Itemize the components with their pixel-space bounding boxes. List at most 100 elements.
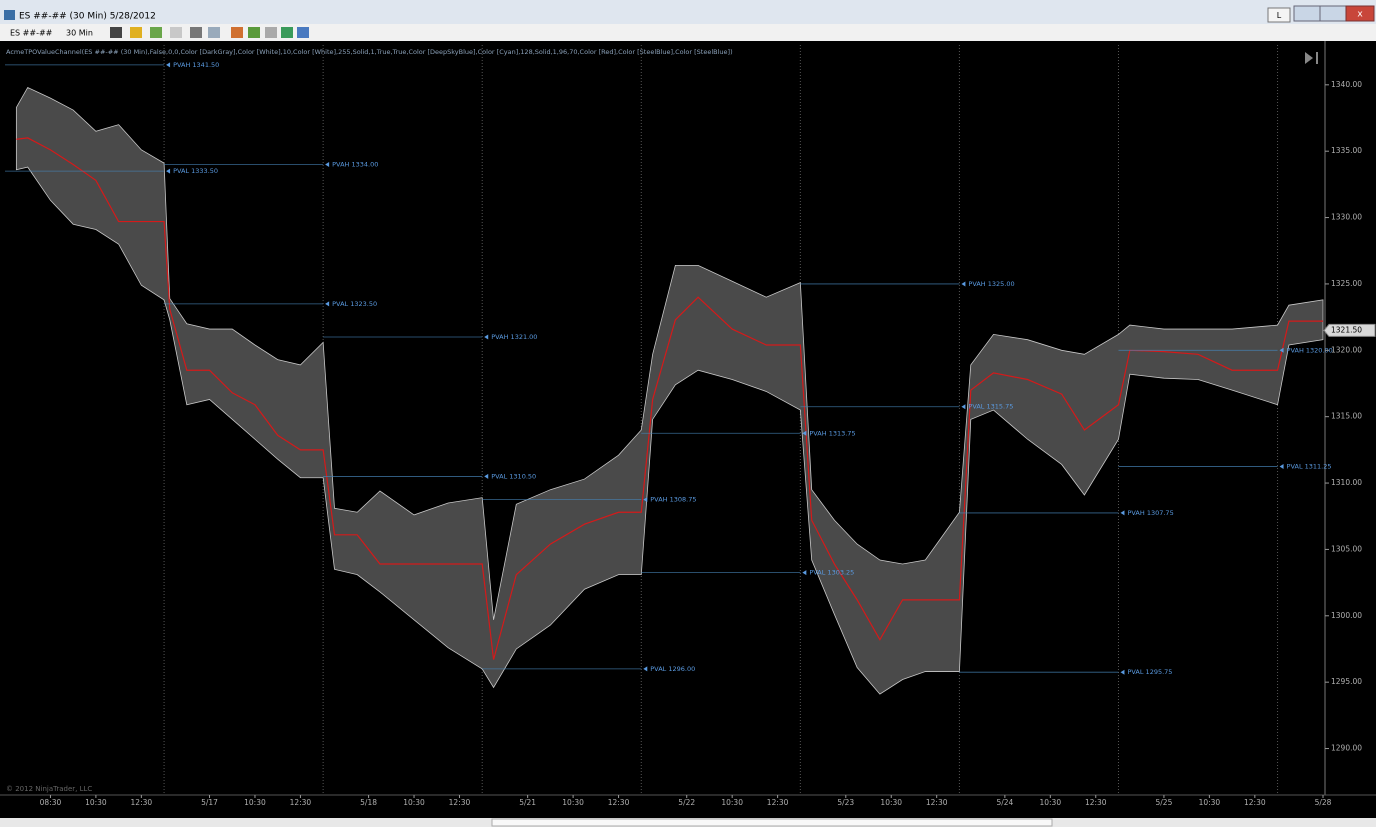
level-label: PVAH 1321.00 — [491, 333, 537, 341]
strategy-icon[interactable] — [170, 27, 182, 38]
last-price-box — [1323, 323, 1376, 337]
level-arrow — [961, 281, 966, 287]
level-label: PVAH 1320.00 — [1287, 346, 1333, 354]
close-icon: x — [1357, 10, 1363, 20]
y-tick-label: 1295.00 — [1331, 677, 1362, 686]
level-label: PVAH 1307.75 — [1127, 509, 1173, 517]
level-label: PVAH 1325.00 — [968, 280, 1014, 288]
x-tick-label: 5/23 — [837, 798, 854, 807]
level-label: PVAL 1310.50 — [491, 472, 536, 480]
y-tick-label: 1340.00 — [1331, 80, 1362, 89]
y-tick-label: 1305.00 — [1331, 544, 1362, 553]
level-arrow — [1279, 347, 1284, 353]
level-arrow — [484, 473, 489, 479]
y-tick-label: 1320.00 — [1331, 345, 1362, 354]
level-label: PVAL 1311.25 — [1287, 462, 1332, 470]
data-box-icon[interactable] — [231, 27, 243, 38]
level-arrow — [802, 430, 807, 436]
scroll-thumb[interactable] — [491, 818, 1053, 827]
x-tick-label: 08:30 — [40, 798, 62, 807]
x-tick-label: 5/17 — [201, 798, 218, 807]
plot: PVAH 1341.50 PVAL 1333.50 PVAH 1334.00 PVAL… — [5, 45, 1376, 807]
scroll-to-end[interactable] — [1305, 52, 1318, 64]
app-icon — [4, 10, 15, 20]
level-label: PVAL 1333.50 — [173, 167, 218, 175]
x-tick-label: 10:30 — [880, 798, 902, 807]
level-label: PVAH 1341.50 — [173, 61, 219, 69]
y-tick-label: 1310.00 — [1331, 478, 1362, 487]
x-tick-label: 10:30 — [85, 798, 107, 807]
x-tick-label: 12:30 — [926, 798, 948, 807]
template-icon[interactable] — [265, 27, 277, 38]
props-icon[interactable] — [248, 27, 260, 38]
print-icon[interactable] — [281, 27, 293, 38]
x-tick-label: 5/18 — [360, 798, 377, 807]
x-tick-label: 5/25 — [1156, 798, 1173, 807]
l-button[interactable] — [1267, 7, 1291, 23]
level-label: PVAL 1303.25 — [809, 569, 854, 577]
level-arrow — [325, 161, 330, 167]
x-tick-label: 12:30 — [449, 798, 471, 807]
draw-icon[interactable] — [130, 27, 142, 38]
level-label: PVAH 1334.00 — [332, 160, 378, 168]
level-arrow — [1120, 510, 1125, 516]
level-arrow — [166, 62, 171, 68]
y-tick-label: 1325.00 — [1331, 279, 1362, 288]
last-price-label: 1321.50 — [1331, 325, 1362, 334]
y-tick-label: 1290.00 — [1331, 744, 1362, 753]
y-tick-label: 1335.00 — [1331, 146, 1362, 155]
y-tick-label: 1300.00 — [1331, 611, 1362, 620]
poc-line — [16, 137, 1323, 660]
level-label: PVAL 1295.75 — [1127, 668, 1172, 676]
level-label: PVAL 1315.75 — [968, 403, 1013, 411]
x-tick-label: 10:30 — [562, 798, 584, 807]
toolbar — [0, 24, 1376, 41]
x-tick-label: 5/21 — [519, 798, 536, 807]
chart-area — [0, 41, 1376, 818]
level-label: PVAL 1296.00 — [650, 665, 695, 673]
indicator-icon[interactable] — [150, 27, 162, 38]
level-arrow — [802, 570, 807, 576]
x-tick-label: 10:30 — [403, 798, 425, 807]
interval-selector[interactable]: 30 Min — [66, 29, 93, 38]
maximize-button[interactable] — [1319, 5, 1347, 22]
level-arrow — [166, 168, 171, 174]
y-tick-label: 1330.00 — [1331, 213, 1362, 222]
x-tick-label: 12:30 — [608, 798, 630, 807]
level-arrow — [643, 666, 648, 672]
crosshair-icon[interactable] — [190, 27, 202, 38]
x-tick-label: 5/24 — [996, 798, 1013, 807]
x-tick-label: 12:30 — [290, 798, 312, 807]
layout-icon[interactable] — [297, 27, 309, 38]
instrument-selector[interactable]: ES ##-## — [10, 29, 53, 38]
x-tick-label: 12:30 — [1244, 798, 1266, 807]
x-tick-label: 10:30 — [721, 798, 743, 807]
x-tick-label: 12:30 — [131, 798, 153, 807]
y-tick-label: 1315.00 — [1331, 412, 1362, 421]
indicator-label: AcmeTPOValueChannel(ES ##-## (30 Min),Fa… — [6, 48, 733, 56]
x-tick-label: 12:30 — [1085, 798, 1107, 807]
level-label: PVAL 1323.50 — [332, 300, 377, 308]
toolbar-icons — [110, 27, 309, 38]
value-band — [15, 86, 1324, 695]
level-arrow — [325, 301, 330, 307]
level-label: PVAH 1308.75 — [650, 496, 696, 504]
l-button-text: L — [1277, 11, 1282, 20]
x-tick-label: 10:30 — [1039, 798, 1061, 807]
level-label: PVAH 1313.75 — [809, 429, 855, 437]
level-arrow — [1279, 463, 1284, 469]
x-tick-label: 5/22 — [678, 798, 695, 807]
zoom-icon[interactable] — [208, 27, 220, 38]
copyright: © 2012 NinjaTrader, LLC — [6, 785, 92, 793]
level-arrow — [643, 497, 648, 503]
window-title: ES ##-## (30 Min) 5/28/2012 — [19, 12, 156, 22]
level-arrow — [1120, 669, 1125, 675]
level-arrow — [961, 404, 966, 410]
x-tick-label: 12:30 — [767, 798, 789, 807]
bar-type-icon[interactable] — [110, 27, 122, 38]
close-button[interactable] — [1345, 5, 1375, 22]
x-tick-label: 10:30 — [244, 798, 266, 807]
minimize-button[interactable] — [1293, 5, 1321, 22]
